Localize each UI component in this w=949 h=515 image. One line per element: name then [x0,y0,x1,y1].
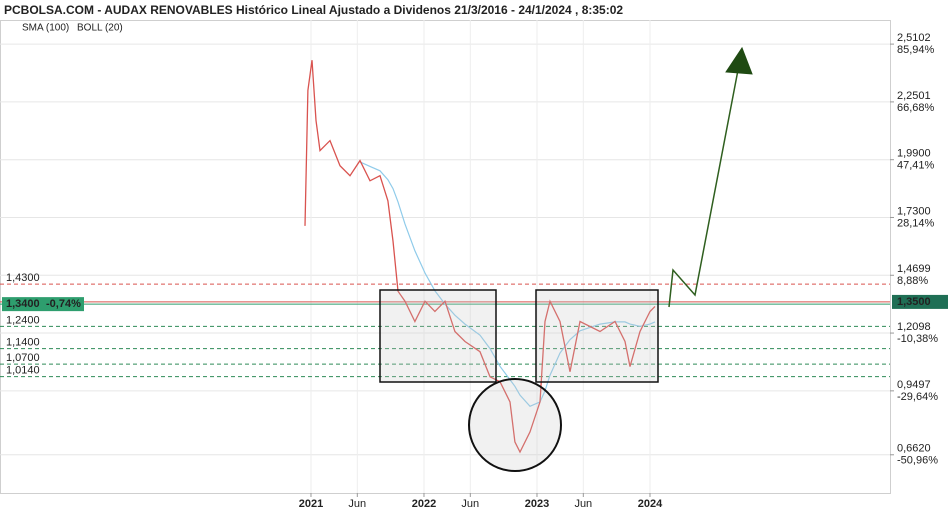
y-tick-label: 2,5102 [897,32,931,44]
level-label: 1,2400 [6,314,40,326]
y-tick-change: 85,94% [897,44,935,56]
x-tick-label: 2021 [299,498,323,510]
legend-entry: BOLL (20) [77,23,123,34]
forecast-arrow [668,69,739,308]
current-price-change: -0,74% [46,298,81,310]
y-tick-change: 66,68% [897,102,935,114]
y-tick-label: 1,4699 [897,263,931,275]
x-tick-label: Jun [348,498,366,510]
price-box [892,294,948,309]
last-price-label: 1,3500 [897,296,931,308]
y-tick-label: 2,2501 [897,90,931,102]
level-label: 1,1400 [6,336,40,348]
plot-frame [0,20,891,494]
y-tick-label: 0,6620 [897,443,931,455]
y-tick-label: 1,2098 [897,321,931,333]
level-label: 1,0700 [6,352,40,364]
marks [0,60,890,454]
x-tick-label: Jun [574,498,592,510]
annotations [379,46,753,472]
arrow-head [725,46,753,75]
y-tick-label: 1,9900 [897,148,931,160]
range-box [535,289,659,383]
y-tick-change: -50,96% [897,455,938,467]
x-tick-label: 2023 [525,498,549,510]
chart-title: PCBOLSA.COM - AUDAX RENOVABLES Histórico… [4,3,623,17]
price-box [2,297,84,312]
legend-entry: SMA (100) [22,23,69,34]
y-tick-change: 28,14% [897,217,935,229]
x-tick-label: 2024 [638,498,663,510]
current-price-label: 1,3400 [6,298,40,310]
x-tick-label: Jun [461,498,479,510]
range-box [379,289,497,383]
y-tick-label: 0,9497 [897,379,931,391]
level-label: 1,4300 [6,272,40,284]
level-label: 1,0140 [6,364,40,376]
y-tick-change: -10,38% [897,333,938,345]
y-tick-change: -29,64% [897,391,938,403]
highlight-circle [468,378,562,472]
price-line [304,60,656,454]
y-tick-change: 8,88% [897,275,928,287]
y-tick-change: 47,41% [897,160,935,172]
grid [0,20,890,493]
y-tick-label: 1,7300 [897,205,931,217]
x-tick-label: 2022 [412,498,436,510]
